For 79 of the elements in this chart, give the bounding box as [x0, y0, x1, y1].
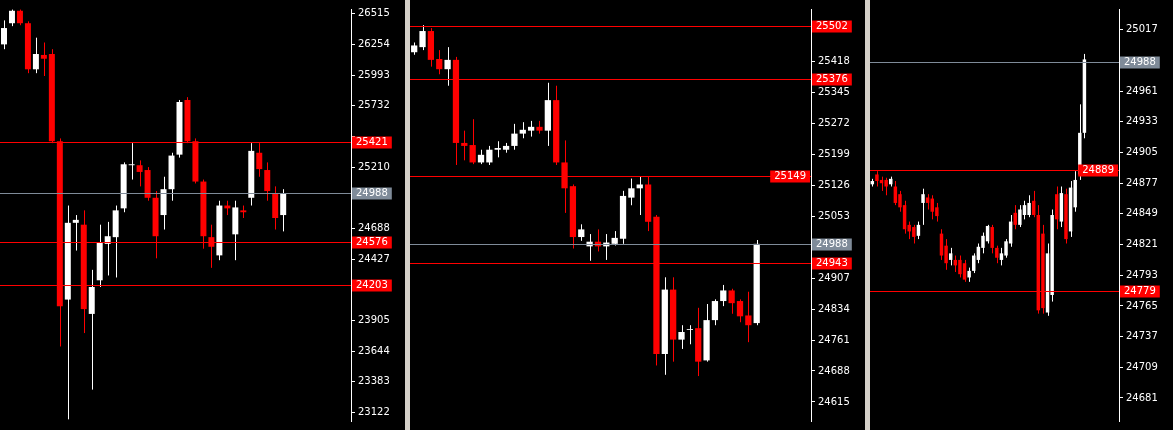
candlestick — [272, 185, 279, 231]
candlestick — [728, 288, 735, 315]
y-tick-label: 25345 — [818, 86, 850, 98]
candlestick — [1, 19, 7, 50]
y-tick-label: 24737 — [1126, 330, 1158, 342]
y-tick-label: 24427 — [358, 252, 390, 264]
y-tick-label: 24793 — [1126, 268, 1158, 280]
ref-line-label: 25149 — [774, 170, 806, 182]
y-tick-label: 23905 — [358, 314, 390, 326]
y-tick-label: 24905 — [1126, 146, 1158, 158]
candlestick — [636, 175, 643, 216]
candlestick — [104, 221, 111, 276]
candlestick — [678, 324, 685, 350]
ref-line-label: 24889 — [1082, 164, 1114, 176]
ref-line-label: 24988 — [356, 187, 388, 199]
candlestick — [419, 24, 426, 51]
y-tick-label: 25272 — [818, 117, 850, 129]
y-tick-label: 24961 — [1126, 84, 1158, 96]
candlestick — [436, 49, 443, 75]
candlestick — [711, 298, 719, 326]
candlestick — [921, 188, 925, 226]
ref-line-label: 25421 — [356, 136, 388, 148]
candlestick — [461, 130, 468, 161]
candlestick — [40, 42, 47, 77]
ref-line-label: 25502 — [816, 20, 848, 32]
ref-line-label: 24988 — [1124, 56, 1156, 68]
candlestick — [469, 118, 476, 165]
candlestick — [944, 238, 948, 271]
candlestick — [745, 291, 752, 343]
y-tick-label: 25053 — [818, 209, 850, 221]
ref-line-label: 24576 — [356, 236, 388, 248]
y-tick-label: 24907 — [818, 271, 850, 283]
candlestick — [264, 161, 271, 202]
y-tick-label: 25993 — [358, 68, 390, 80]
y-tick-label: 24688 — [358, 222, 390, 234]
y-tick-label: 24821 — [1126, 238, 1158, 250]
y-tick-label: 24761 — [818, 333, 850, 345]
y-tick-label: 23122 — [358, 406, 390, 418]
ref-line-label: 24988 — [816, 238, 848, 250]
candlestick — [990, 224, 994, 254]
y-tick-label: 25732 — [358, 99, 390, 111]
y-tick-label: 25210 — [358, 160, 390, 172]
candlestick — [1018, 204, 1022, 228]
y-tick-label: 24681 — [1126, 391, 1158, 403]
candlestick — [136, 159, 143, 187]
candlestick — [486, 145, 493, 166]
y-tick-label: 24834 — [818, 302, 850, 314]
candlestick — [628, 178, 635, 206]
candlestick — [128, 142, 135, 181]
y-tick-label: 25199 — [818, 147, 850, 159]
y-tick-label: 24877 — [1126, 176, 1158, 188]
y-tick-label: 25126 — [818, 178, 850, 190]
ref-line-label: 24779 — [1124, 285, 1156, 297]
y-tick-label: 23644 — [358, 344, 390, 356]
candlestick — [935, 202, 939, 223]
y-tick-label: 25418 — [818, 55, 850, 67]
y-tick-label: 24933 — [1126, 115, 1158, 127]
y-tick-label: 24849 — [1126, 207, 1158, 219]
candlestick — [1027, 194, 1031, 218]
y-tick-label: 26254 — [358, 37, 390, 49]
y-tick-label: 23383 — [358, 375, 390, 387]
candlestick — [280, 188, 287, 232]
candlestick — [958, 255, 962, 278]
candlestick — [72, 214, 79, 252]
ref-line-label: 24203 — [356, 279, 388, 291]
candlestick — [511, 123, 518, 151]
ref-line-label: 25376 — [816, 73, 848, 85]
candlestick — [32, 37, 39, 74]
ref-line-label: 24943 — [816, 257, 848, 269]
y-tick-label: 24615 — [818, 395, 850, 407]
candlestick — [444, 46, 451, 87]
y-tick-label: 25017 — [1126, 23, 1158, 35]
candlestick — [686, 324, 693, 345]
candlestick — [736, 298, 744, 323]
candlestick — [720, 284, 727, 307]
y-tick-label: 24688 — [818, 364, 850, 376]
y-tick-label: 24765 — [1126, 299, 1158, 311]
y-tick-label: 26515 — [358, 7, 390, 19]
y-tick-label: 24709 — [1126, 360, 1158, 372]
